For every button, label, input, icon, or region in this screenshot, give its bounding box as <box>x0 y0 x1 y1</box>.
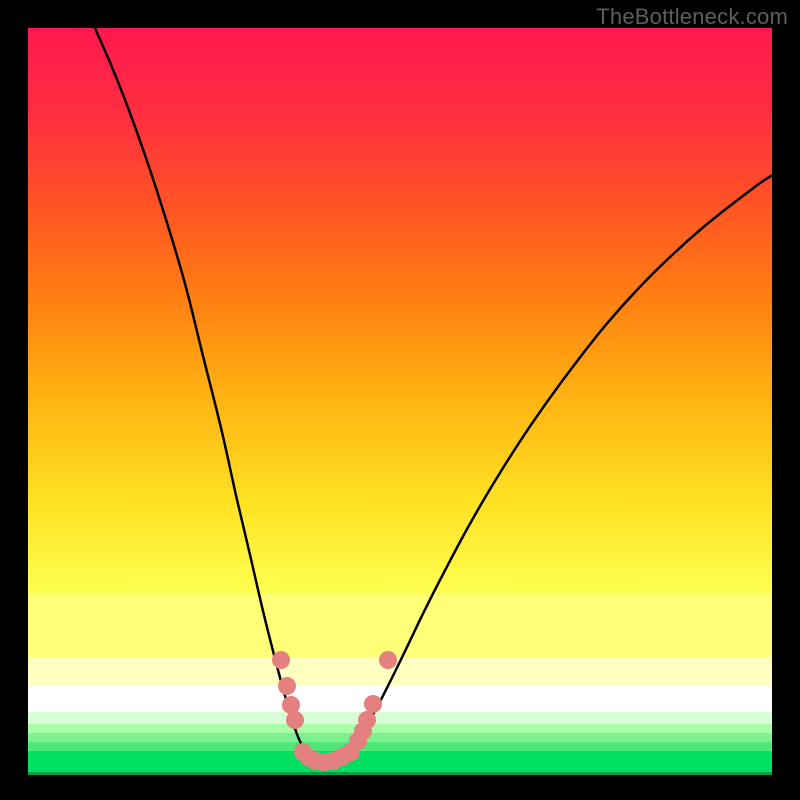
watermark-text: TheBottleneck.com <box>596 4 788 30</box>
marker-dot <box>358 711 376 729</box>
plot-area <box>28 28 772 772</box>
curve-markers <box>28 28 772 772</box>
marker-dot <box>379 651 397 669</box>
marker-dot <box>364 695 382 713</box>
canvas: TheBottleneck.com <box>0 0 800 800</box>
marker-dot <box>286 711 304 729</box>
marker-dot <box>278 677 296 695</box>
bottom-edge <box>28 772 772 775</box>
marker-dot <box>272 651 290 669</box>
